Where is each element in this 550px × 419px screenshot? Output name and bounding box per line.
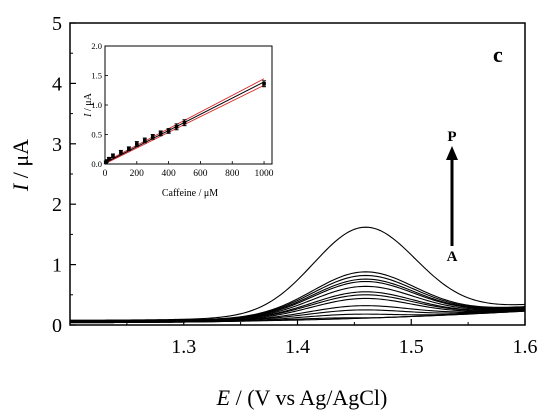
main-y-tick-label: 4	[52, 73, 62, 95]
voltammogram-curve	[70, 294, 525, 322]
inset-x-tick-label: 400	[161, 169, 176, 179]
inset-data-point	[135, 142, 139, 146]
inset-y-tick-label: 1.0	[91, 100, 102, 110]
inset-data-point	[127, 146, 131, 151]
inset-x-ticks: 0 200 400 600 800 1000	[103, 161, 274, 179]
inset-data-point	[104, 159, 109, 163]
main-plot: 1.3 1.4 1.5 1.6 0 1 2 3 4 5 c P A E / (V vs Ag/A…	[8, 13, 538, 410]
main-x-tick-label: 1.6	[513, 336, 538, 358]
inset-data-point	[107, 156, 111, 161]
inset-background	[105, 46, 272, 164]
inset-data-point	[174, 125, 179, 129]
inset-data-point	[111, 153, 115, 158]
voltammogram-curve	[70, 278, 525, 322]
inset-y-axis-title: I / μA	[83, 92, 94, 117]
arrow-head	[446, 146, 458, 160]
main-x-ticks: 1.3 1.4 1.5 1.6	[126, 319, 538, 358]
inset-y-tick-label: 0.0	[91, 159, 102, 169]
inset-x-tick-label: 600	[193, 169, 208, 179]
inset-x-tick-label: 1000	[255, 169, 274, 179]
main-y-tick-label: 5	[52, 13, 62, 35]
inset-x-tick-label: 0	[103, 169, 108, 179]
panel-label: c	[493, 42, 503, 67]
inset-data-point	[166, 129, 171, 133]
main-y-axis-title: I / μA	[8, 139, 33, 192]
inset-y-ticks: 0.0 0.5 1.0 1.5 2.0	[91, 41, 108, 169]
inset-y-tick-label: 1.5	[91, 71, 102, 81]
inset-y-tick-label: 2.0	[91, 41, 102, 51]
inset-x-tick-label: 200	[130, 169, 145, 179]
arrow-top-label: P	[447, 129, 456, 145]
main-y-ticks: 0 1 2 3 4 5	[52, 13, 76, 337]
main-x-tick-label: 1.4	[285, 336, 310, 358]
inset-data-point	[119, 150, 123, 154]
inset-data-point	[142, 138, 147, 143]
main-x-tick-label: 1.5	[399, 336, 424, 358]
main-x-axis-title: E / (V vs Ag/AgCl)	[216, 385, 388, 410]
main-y-tick-label: 3	[52, 134, 62, 156]
main-y-tick-label: 0	[52, 315, 62, 337]
inset-data-point	[150, 135, 155, 139]
inset-data-point	[262, 81, 266, 86]
main-y-tick-label: 2	[52, 194, 62, 216]
voltammogram-curve	[70, 309, 525, 323]
inset-y-tick-label: 0.5	[91, 130, 102, 140]
inset-x-tick-label: 800	[225, 169, 240, 179]
arrow-bottom-label: A	[447, 249, 458, 265]
inset-plot: 0 200 400 600 800 1000 0.0 0.5 1.0 1.5 2.0 Caffei…	[83, 41, 274, 199]
arrow-annotation: P A	[446, 129, 458, 265]
inset-data-point	[158, 131, 163, 136]
main-curves	[70, 226, 525, 324]
inset-x-axis-title: Caffeine / μM	[162, 188, 218, 199]
main-x-tick-label: 1.3	[171, 336, 196, 358]
voltammogram-curve	[70, 226, 525, 321]
main-y-tick-label: 1	[52, 255, 62, 277]
inset-data-point	[182, 120, 187, 125]
